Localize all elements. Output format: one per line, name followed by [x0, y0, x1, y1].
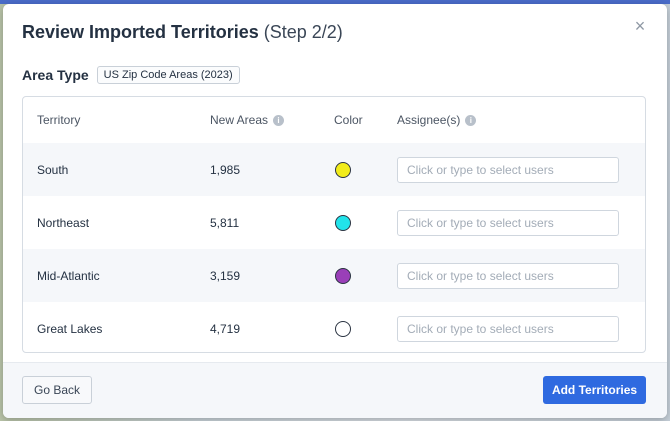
territory-name: South — [37, 162, 69, 177]
info-icon[interactable]: i — [273, 114, 285, 126]
header-new-areas: New Areas i — [210, 113, 334, 127]
dialog-step-indicator: (Step 2/2) — [263, 22, 343, 42]
dialog-title-text: Review Imported Territories — [22, 22, 259, 42]
color-cell — [334, 161, 397, 178]
color-swatch[interactable] — [335, 267, 351, 284]
info-icon[interactable]: i — [465, 114, 477, 126]
table-row: Great Lakes 4,719 — [23, 302, 645, 352]
dialog-header: Review Imported Territories (Step 2/2) × — [22, 16, 648, 46]
header-new-areas-label: New Areas — [210, 113, 269, 127]
table-row: Mid-Atlantic 3,159 — [23, 249, 645, 302]
dialog-title: Review Imported Territories (Step 2/2) — [22, 18, 648, 46]
area-type-badge: US Zip Code Areas (2023) — [96, 66, 240, 84]
color-cell — [334, 214, 397, 231]
header-color: Color — [334, 113, 363, 127]
dialog-footer: Go Back Add Territories — [3, 362, 667, 418]
territory-name: Mid-Atlantic — [37, 268, 100, 283]
assignee-input[interactable] — [397, 315, 619, 342]
color-cell — [334, 267, 397, 284]
review-territories-dialog: Review Imported Territories (Step 2/2) ×… — [3, 4, 667, 418]
territory-name: Northeast — [37, 215, 90, 230]
area-type-label: Area Type — [22, 67, 89, 83]
assignee-input[interactable] — [397, 209, 619, 236]
header-assignees: Assignee(s) i — [397, 113, 645, 127]
close-icon[interactable]: × — [634, 16, 646, 36]
new-areas-count: 4,719 — [210, 321, 241, 336]
table-row: Northeast 5,811 — [23, 196, 645, 249]
color-swatch[interactable] — [335, 320, 351, 337]
new-areas-count: 5,811 — [210, 215, 240, 230]
assignee-cell — [397, 315, 645, 342]
territory-name: Great Lakes — [37, 321, 103, 336]
assignee-input[interactable] — [397, 262, 619, 289]
table-row: South 1,985 — [23, 143, 645, 196]
header-territory: Territory — [37, 113, 81, 127]
area-type-row: Area Type US Zip Code Areas (2023) — [22, 65, 240, 85]
go-back-button[interactable]: Go Back — [22, 376, 92, 404]
assignee-cell — [397, 262, 645, 289]
add-territories-button[interactable]: Add Territories — [543, 376, 646, 404]
assignee-input[interactable] — [397, 156, 619, 183]
territories-table: Territory New Areas i Color Assignee(s) … — [22, 96, 646, 353]
assignee-cell — [397, 209, 645, 236]
color-cell — [334, 320, 397, 337]
table-header: Territory New Areas i Color Assignee(s) … — [23, 97, 645, 143]
new-areas-count: 3,159 — [210, 268, 241, 283]
color-swatch[interactable] — [335, 161, 351, 178]
header-assignees-label: Assignee(s) — [397, 113, 461, 127]
assignee-cell — [397, 156, 645, 183]
backdrop-header-strip — [0, 0, 670, 4]
new-areas-count: 1,985 — [210, 162, 241, 177]
color-swatch[interactable] — [335, 214, 351, 231]
